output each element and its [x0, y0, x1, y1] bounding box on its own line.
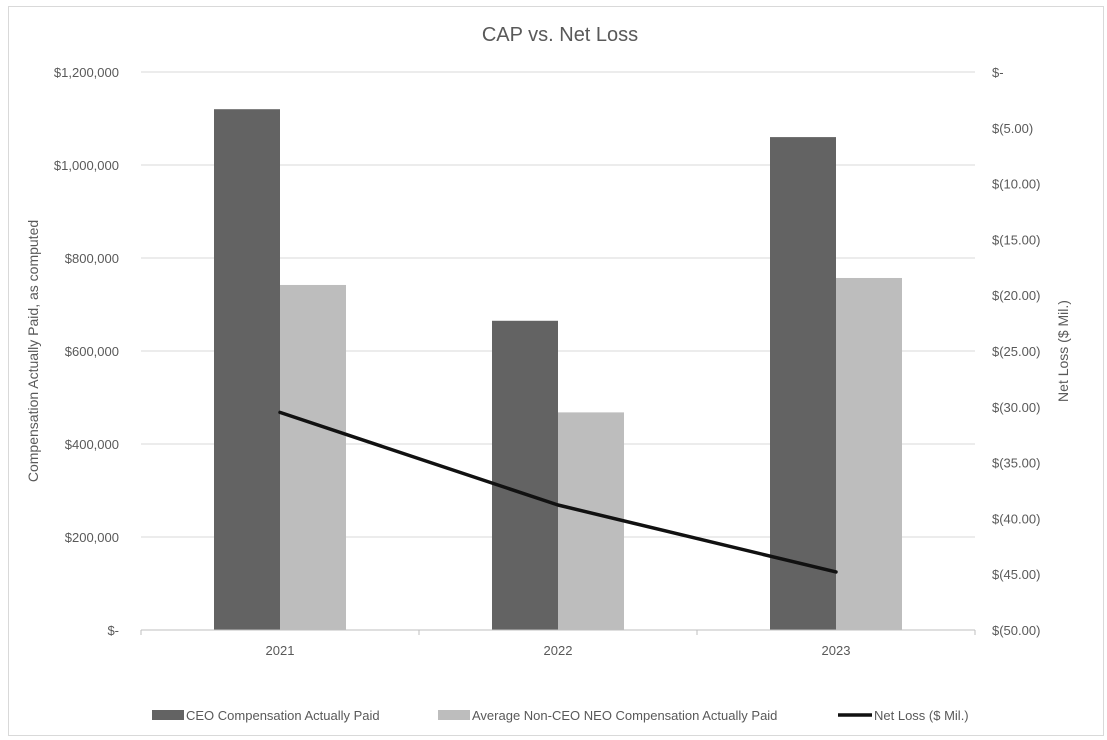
bar-ceo [492, 320, 558, 630]
bar-non-ceo [280, 284, 346, 630]
y2-tick-label: $(20.00) [992, 288, 1040, 303]
y-tick-label: $400,000 [65, 437, 119, 452]
y-tick-label: $- [107, 623, 119, 638]
legend-label: CEO Compensation Actually Paid [186, 708, 380, 723]
y-tick-label: $600,000 [65, 344, 119, 359]
bar-non-ceo [558, 412, 624, 630]
y2-tick-label: $(15.00) [992, 232, 1040, 247]
chart-title: CAP vs. Net Loss [482, 24, 638, 46]
x-tick-label: 2023 [822, 643, 851, 658]
legend: CEO Compensation Actually Paid Average No… [152, 708, 969, 723]
y2-tick-label: $(40.00) [992, 511, 1040, 526]
x-tick-label: 2021 [266, 643, 295, 658]
bar-ceo [214, 109, 280, 630]
legend-swatch [438, 710, 470, 720]
y-tick-label: $1,000,000 [54, 158, 119, 173]
net-loss-line [278, 410, 838, 574]
y2-tick-label: $(5.00) [992, 121, 1033, 136]
y-tick-label: $200,000 [65, 530, 119, 545]
x-tick-label: 2022 [544, 643, 573, 658]
y-tick-label: $800,000 [65, 251, 119, 266]
y2-axis-label: Net Loss ($ Mil.) [1055, 300, 1071, 402]
bar-non-ceo [836, 277, 902, 630]
legend-label: Average Non-CEO NEO Compensation Actuall… [472, 708, 777, 723]
y2-tick-label: $(25.00) [992, 344, 1040, 359]
y2-tick-label: $(45.00) [992, 567, 1040, 582]
y2-tick-label: $- [992, 65, 1004, 80]
legend-swatch [152, 710, 184, 720]
y2-tick-label: $(50.00) [992, 623, 1040, 638]
axes: $- $200,000 $400,000 $600,000 $800,000 $1,000… [54, 65, 1041, 658]
legend-label: Net Loss ($ Mil.) [874, 708, 969, 723]
bars [214, 109, 902, 630]
y2-tick-label: $(35.00) [992, 456, 1040, 471]
bar-ceo [770, 137, 836, 630]
y-tick-label: $1,200,000 [54, 65, 119, 80]
y2-tick-label: $(10.00) [992, 177, 1040, 192]
y-axis-label: Compensation Actually Paid, as computed [25, 220, 41, 482]
net-loss-line-group [278, 410, 838, 574]
y2-tick-label: $(30.00) [992, 400, 1040, 415]
